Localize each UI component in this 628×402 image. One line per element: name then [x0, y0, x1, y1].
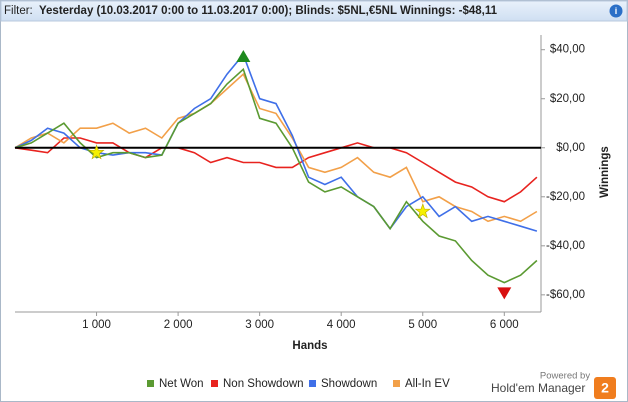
series-line — [14, 137, 538, 203]
filter-text: Yesterday (10.03.2017 0:00 to 11.03.2017… — [39, 5, 498, 17]
brand-logo — [594, 377, 616, 399]
brand-logo-text: 2 — [601, 380, 609, 396]
legend-swatch — [147, 380, 154, 387]
y-tick-label: -$20,00 — [546, 191, 585, 203]
peak-marker — [236, 50, 251, 63]
y-tick-label: $20,00 — [550, 93, 585, 105]
x-tick-label: 5 000 — [408, 319, 437, 331]
x-tick-label: 3 000 — [245, 319, 274, 331]
star-marker — [414, 203, 431, 219]
x-tick-label: 6 000 — [490, 319, 519, 331]
brand-name: Hold'em Manager — [491, 381, 585, 395]
x-tick-label: 1 000 — [82, 319, 111, 331]
legend-label: Net Won — [159, 378, 204, 390]
x-axis-label: Hands — [292, 340, 327, 352]
legend-swatch — [393, 380, 400, 387]
x-tick-label: 4 000 — [327, 319, 356, 331]
y-tick-label: -$40,00 — [546, 240, 585, 252]
filter-label: Filter: — [4, 5, 33, 17]
legend-label: Non Showdown — [223, 378, 304, 390]
series-line — [14, 67, 538, 284]
info-icon[interactable] — [609, 4, 623, 18]
x-tick-label: 2 000 — [164, 319, 193, 331]
trough-marker — [497, 287, 512, 300]
star-marker — [88, 144, 105, 160]
info-icon-glyph[interactable]: i — [615, 6, 618, 16]
legend-label: Showdown — [321, 378, 377, 390]
y-tick-label: -$60,00 — [546, 289, 585, 301]
series-line — [14, 53, 538, 232]
y-axis-label: Winnings — [599, 146, 611, 198]
y-tick-label: $40,00 — [550, 44, 585, 56]
filter-bar — [0, 0, 628, 22]
legend-swatch — [309, 380, 316, 387]
legend-swatch — [211, 380, 218, 387]
powered-by: Powered by — [540, 371, 590, 382]
series-line — [14, 72, 538, 223]
y-tick-label: $0,00 — [556, 142, 585, 154]
legend-label: All-In EV — [405, 378, 450, 390]
